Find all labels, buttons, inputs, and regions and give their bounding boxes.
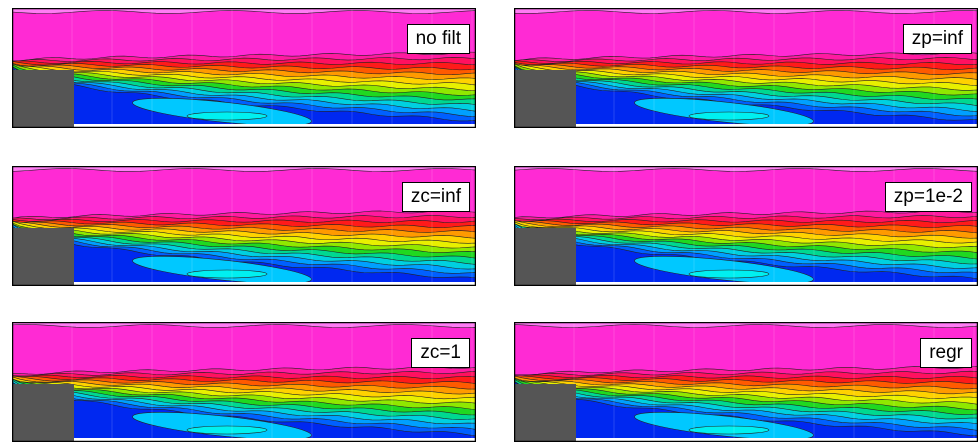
panel-label: zc=1 — [411, 338, 470, 368]
contour-plot — [11, 321, 477, 443]
contour-band — [513, 68, 978, 129]
contour-panel: regr — [513, 321, 978, 443]
contour-panel: zc=inf — [11, 165, 477, 287]
cyan-core — [186, 111, 268, 121]
contour-plot — [11, 165, 477, 287]
panel-label: zp=1e-2 — [884, 182, 972, 212]
floor-strip — [576, 282, 978, 286]
contour-plot — [11, 7, 477, 129]
floor-strip — [74, 282, 476, 286]
cyan-core — [688, 111, 770, 121]
step-block — [12, 70, 74, 128]
floor-strip — [576, 124, 978, 128]
contour-panel: no filt — [11, 7, 477, 129]
floor-strip — [576, 438, 978, 442]
panel-label: no filt — [406, 24, 470, 54]
step-block — [12, 228, 74, 286]
cyan-core — [186, 269, 268, 279]
contour-panel: zp=inf — [513, 7, 978, 129]
contour-plot — [513, 321, 978, 443]
cyan-core — [688, 425, 770, 435]
step-block — [514, 384, 576, 442]
panel-label: zp=inf — [902, 24, 972, 54]
contour-panel: zc=1 — [11, 321, 477, 443]
panel-border — [11, 165, 477, 287]
contour-band — [513, 226, 978, 287]
step-block — [12, 384, 74, 442]
contour-plot — [513, 7, 978, 129]
panel-border — [11, 7, 477, 129]
contour-band — [11, 381, 477, 443]
contour-plot — [513, 165, 978, 287]
cyan-core — [186, 425, 268, 435]
contour-panel: zp=1e-2 — [513, 165, 978, 287]
step-block — [514, 70, 576, 128]
contour-band — [11, 227, 477, 287]
cyan-core — [688, 269, 770, 279]
floor-strip — [74, 124, 476, 128]
step-block — [514, 228, 576, 286]
panel-label: zc=inf — [401, 182, 470, 212]
floor-strip — [74, 438, 476, 442]
panel-border — [11, 321, 477, 443]
panel-label: regr — [920, 338, 972, 368]
